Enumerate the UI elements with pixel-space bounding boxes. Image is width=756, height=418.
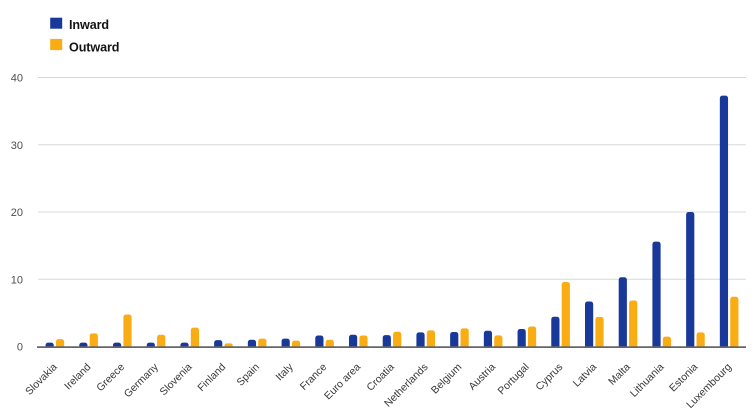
svg-text:Outward: Outward <box>69 40 119 54</box>
svg-text:30: 30 <box>11 140 23 152</box>
svg-text:10: 10 <box>11 274 23 286</box>
svg-text:20: 20 <box>11 207 23 219</box>
svg-text:40: 40 <box>11 73 23 85</box>
svg-text:0: 0 <box>17 342 23 354</box>
svg-text:Inward: Inward <box>69 18 109 32</box>
